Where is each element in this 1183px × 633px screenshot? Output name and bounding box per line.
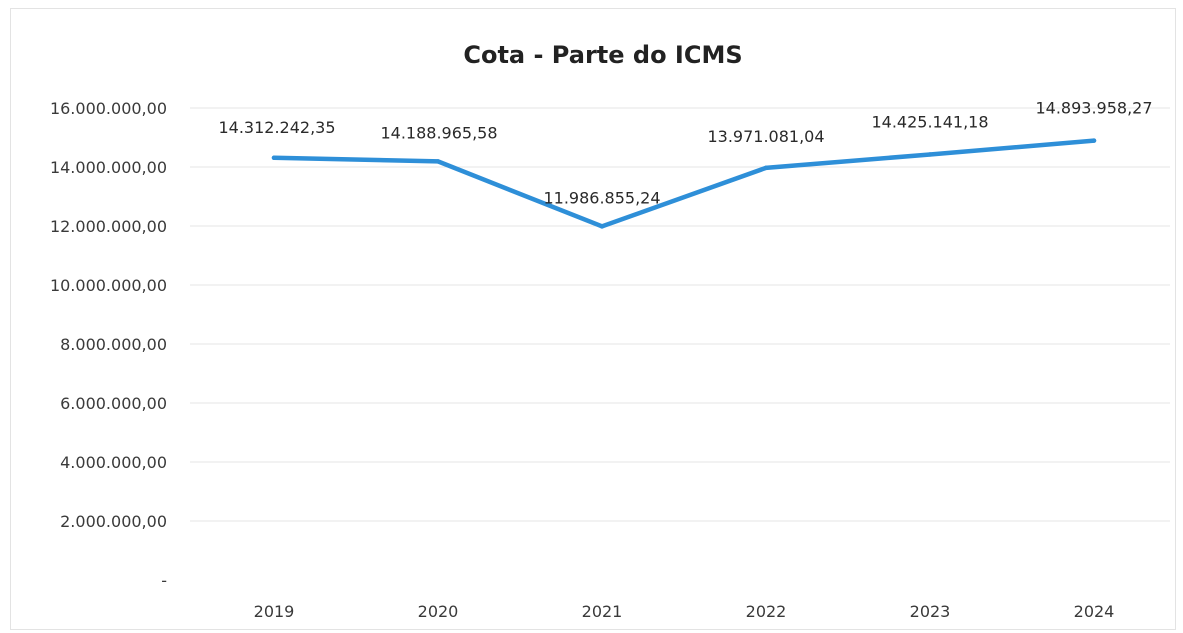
data-labels: 14.312.242,35 14.188.965,58 11.986.855,24 1…	[218, 99, 1152, 208]
y-tick-label: 16.000.000,00	[50, 99, 167, 118]
data-label: 11.986.855,24	[543, 188, 660, 207]
y-tick-label: 14.000.000,00	[50, 158, 167, 177]
data-label: 14.188.965,58	[380, 123, 497, 142]
y-tick-label: -	[161, 571, 167, 590]
gridlines	[190, 107, 1170, 522]
chart-title: Cota - Parte do ICMS	[463, 41, 742, 69]
data-point	[763, 165, 769, 171]
y-tick-label: 12.000.000,00	[50, 217, 167, 236]
x-tick-label: 2019	[254, 602, 295, 621]
data-point	[271, 155, 277, 160]
x-tick-label: 2020	[418, 602, 459, 621]
data-label: 14.425.141,18	[871, 112, 988, 131]
series-line	[271, 138, 1097, 229]
chart-frame	[10, 8, 1176, 630]
y-tick-label: 2.000.000,00	[60, 512, 167, 531]
data-point	[599, 224, 605, 229]
x-tick-label: 2022	[746, 602, 787, 621]
series-group	[271, 138, 1097, 229]
x-tick-label: 2024	[1074, 602, 1115, 621]
x-tick-label: 2021	[582, 602, 623, 621]
data-point	[927, 152, 933, 157]
data-label: 14.893.958,27	[1035, 99, 1152, 118]
x-tick-label: 2023	[910, 602, 951, 621]
x-axis-tick-labels: 2019 2020 2021 2022 2023 2024	[254, 602, 1115, 621]
y-tick-label: 8.000.000,00	[60, 335, 167, 354]
data-point	[435, 159, 441, 164]
data-point	[1091, 138, 1097, 143]
data-label: 13.971.081,04	[707, 127, 824, 146]
y-tick-label: 4.000.000,00	[60, 453, 167, 472]
y-tick-label: 10.000.000,00	[50, 276, 167, 295]
y-axis-tick-labels: - 2.000.000,00 4.000.000,00 6.000.000,00 8.0…	[50, 99, 167, 590]
y-tick-label: 6.000.000,00	[60, 394, 167, 413]
data-label: 14.312.242,35	[218, 118, 335, 137]
